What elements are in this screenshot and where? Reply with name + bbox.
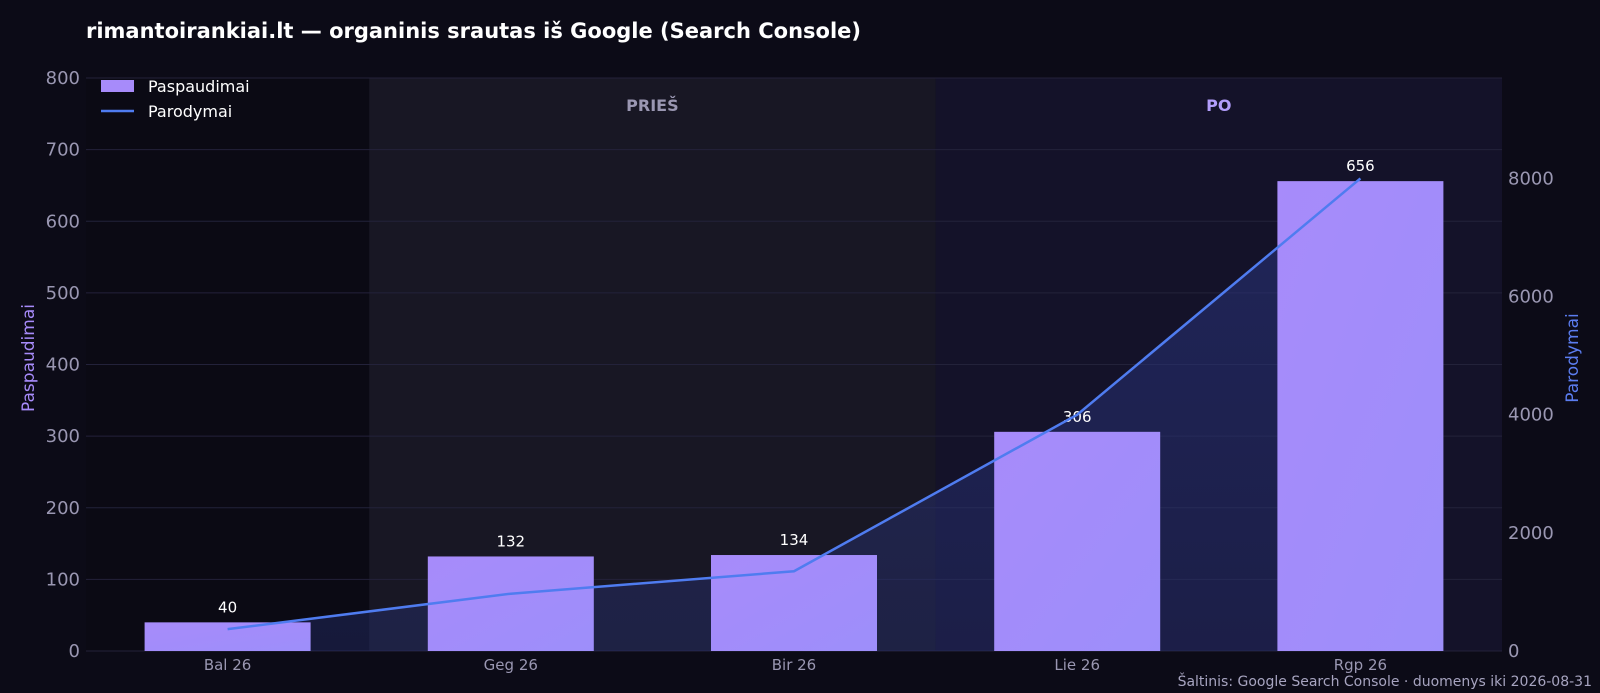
y2-tick-label: 8000 [1508, 168, 1554, 189]
region-label-2: PO [1206, 96, 1231, 115]
y-tick-label: 100 [46, 569, 80, 590]
bar-bir-26 [711, 555, 877, 651]
y-tick-label: 600 [46, 211, 80, 232]
y2-tick-label: 2000 [1508, 523, 1554, 544]
bar-value-label: 134 [780, 531, 809, 549]
bar-value-label: 656 [1346, 157, 1375, 175]
bar-value-label: 306 [1063, 408, 1092, 426]
impressions-line [227, 177, 1362, 631]
legend-label-clicks: Paspaudimai [148, 77, 250, 96]
bar-value-label: 132 [496, 532, 525, 550]
y-tick-label: 400 [46, 355, 80, 376]
y2-axis-label: Parodymai [1563, 313, 1583, 402]
chart-title: rimantoirankiai.lt — organinis srautas i… [86, 19, 861, 43]
bar-geg-26 [427, 556, 594, 651]
region-label-1: PRIEŠ [626, 96, 678, 115]
y-tick-label: 800 [46, 68, 80, 89]
y-tick-label: 500 [46, 283, 80, 304]
source-note: Šaltinis: Google Search Console · duomen… [1178, 672, 1592, 690]
y-axis-label: Paspaudimai [19, 304, 39, 412]
x-tick-label: Lie 26 [1054, 656, 1100, 674]
x-tick-label: Geg 26 [484, 656, 538, 674]
x-tick-label: Rgp 26 [1334, 656, 1387, 674]
y-tick-label: 300 [46, 426, 80, 447]
x-tick-label: Bir 26 [772, 656, 816, 674]
y-tick-label: 200 [46, 498, 80, 519]
bar-lie-26 [994, 431, 1161, 651]
y-tick-label: 700 [46, 140, 80, 161]
bar-rgp-26 [1277, 181, 1444, 651]
y-tick-label: 0 [69, 641, 80, 662]
legend: Paspaudimai Parodymai [101, 77, 250, 121]
y2-tick-label: 0 [1508, 641, 1519, 662]
y2-tick-label: 4000 [1508, 405, 1554, 426]
legend-swatch-clicks [101, 80, 134, 92]
legend-label-impressions: Parodymai [148, 102, 232, 121]
x-tick-label: Bal 26 [204, 656, 252, 674]
bar-bal-26 [144, 622, 311, 651]
bar-value-label: 40 [218, 598, 237, 616]
y2-tick-label: 6000 [1508, 287, 1554, 308]
